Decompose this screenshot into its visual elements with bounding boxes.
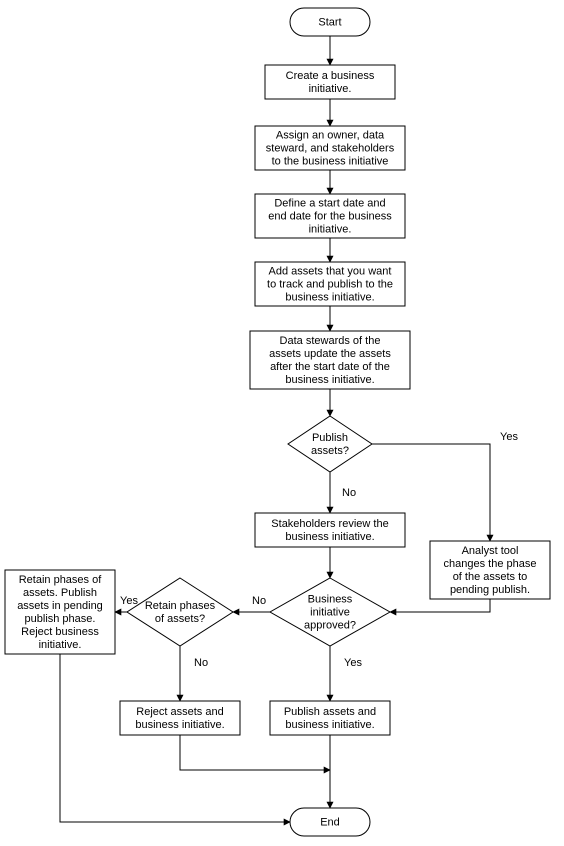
edge-label: No bbox=[342, 487, 356, 499]
label-line: Retain phases bbox=[145, 600, 216, 612]
label-line: Reject assets and bbox=[136, 706, 223, 718]
edge-label: Yes bbox=[344, 657, 362, 669]
edge-label: No bbox=[194, 657, 208, 669]
label-line: initiative bbox=[310, 607, 350, 619]
label-line: assets in pending bbox=[17, 600, 103, 612]
label-line: business initiative. bbox=[285, 531, 374, 543]
edge-label: No bbox=[252, 595, 266, 607]
edge-line bbox=[390, 599, 490, 612]
edge-n7-d2 bbox=[390, 599, 490, 612]
node-start: Start bbox=[290, 8, 370, 36]
node-label: Retain phasesof assets? bbox=[145, 600, 216, 625]
node-n2: Assign an owner, datasteward, and stakeh… bbox=[255, 126, 405, 170]
label-line: business initiative. bbox=[285, 292, 374, 304]
node-n4: Add assets that you wantto track and pub… bbox=[255, 262, 405, 306]
node-label: Reject assets andbusiness initiative. bbox=[135, 706, 224, 731]
node-label: Publish assets andbusiness initiative. bbox=[284, 706, 376, 731]
label-line: end date for the business bbox=[268, 211, 392, 223]
label-line: pending publish. bbox=[450, 584, 530, 596]
label-line: changes the phase bbox=[444, 558, 537, 570]
label-line: steward, and stakeholders bbox=[266, 143, 395, 155]
label-line: publish phase. bbox=[25, 613, 96, 625]
node-label: Assign an owner, datasteward, and stakeh… bbox=[266, 130, 395, 168]
label-line: Create a business bbox=[286, 70, 375, 82]
edge-label: Yes bbox=[500, 431, 518, 443]
label-line: initiative. bbox=[309, 83, 352, 95]
node-n5: Data stewards of theassets update the as… bbox=[250, 331, 410, 389]
label-line: Reject business bbox=[21, 626, 99, 638]
edge-n9-end_merge bbox=[180, 735, 330, 770]
node-n9: Reject assets andbusiness initiative. bbox=[120, 701, 240, 735]
node-n7: Analyst toolchanges the phaseof the asse… bbox=[430, 541, 550, 599]
label-line: assets update the assets bbox=[269, 348, 391, 360]
edge-line bbox=[180, 735, 330, 770]
node-label: Add assets that you wantto track and pub… bbox=[267, 266, 393, 304]
flowchart-canvas: YesNoYesNoYesNo StartCreate a businessin… bbox=[0, 0, 564, 846]
label-line: approved? bbox=[304, 620, 356, 632]
label-line: Assign an owner, data bbox=[276, 130, 385, 142]
label-line: business initiative. bbox=[135, 719, 224, 731]
node-end: End bbox=[290, 808, 370, 836]
node-n6: Stakeholders review thebusiness initiati… bbox=[255, 513, 405, 547]
edge-d1-n6: No bbox=[330, 472, 356, 513]
decision-shape bbox=[127, 578, 233, 646]
label-line: business initiative. bbox=[285, 374, 374, 386]
label-line: Publish assets and bbox=[284, 706, 376, 718]
label-line: assets? bbox=[311, 445, 349, 457]
label-line: initiative. bbox=[309, 224, 352, 236]
edge-d2-n10: Yes bbox=[330, 646, 362, 701]
label-line: initiative. bbox=[39, 639, 82, 651]
decision-shape bbox=[288, 416, 372, 472]
node-label: Stakeholders review thebusiness initiati… bbox=[271, 518, 388, 543]
edge-label: Yes bbox=[120, 595, 138, 607]
label-line: End bbox=[320, 817, 340, 829]
label-line: Start bbox=[318, 17, 341, 29]
node-n3: Define a start date andend date for the … bbox=[255, 194, 405, 238]
label-line: Publish bbox=[312, 432, 348, 444]
label-line: after the start date of the bbox=[270, 361, 390, 373]
node-label: Publishassets? bbox=[311, 432, 349, 457]
node-label: Businessinitiativeapproved? bbox=[304, 594, 356, 632]
label-line: Stakeholders review the bbox=[271, 518, 388, 530]
label-line: to the business initiative bbox=[272, 156, 389, 168]
node-label: Data stewards of theassets update the as… bbox=[269, 335, 391, 386]
node-n8: Retain phases ofassets. Publishassets in… bbox=[5, 570, 115, 654]
label-line: to track and publish to the bbox=[267, 279, 393, 291]
node-label: End bbox=[320, 817, 340, 829]
node-d2: Businessinitiativeapproved? bbox=[270, 578, 390, 646]
label-line: Analyst tool bbox=[462, 545, 519, 557]
node-d1: Publishassets? bbox=[288, 416, 372, 472]
label-line: of the assets to bbox=[453, 571, 528, 583]
node-d3: Retain phasesof assets? bbox=[127, 578, 233, 646]
label-line: of assets? bbox=[155, 613, 205, 625]
edge-d3-n9: No bbox=[180, 646, 208, 701]
label-line: business initiative. bbox=[285, 719, 374, 731]
label-line: Data stewards of the bbox=[280, 335, 381, 347]
label-line: Add assets that you want bbox=[269, 266, 392, 278]
label-line: assets. Publish bbox=[23, 587, 97, 599]
node-label: Start bbox=[318, 17, 341, 29]
node-n1: Create a businessinitiative. bbox=[265, 65, 395, 99]
label-line: Business bbox=[308, 594, 353, 606]
edge-line bbox=[60, 654, 290, 822]
edge-n8-end bbox=[60, 654, 290, 822]
label-line: Define a start date and bbox=[274, 198, 385, 210]
node-n10: Publish assets andbusiness initiative. bbox=[270, 701, 390, 735]
label-line: Retain phases of bbox=[19, 574, 102, 586]
edge-d2-d3: No bbox=[233, 595, 270, 612]
